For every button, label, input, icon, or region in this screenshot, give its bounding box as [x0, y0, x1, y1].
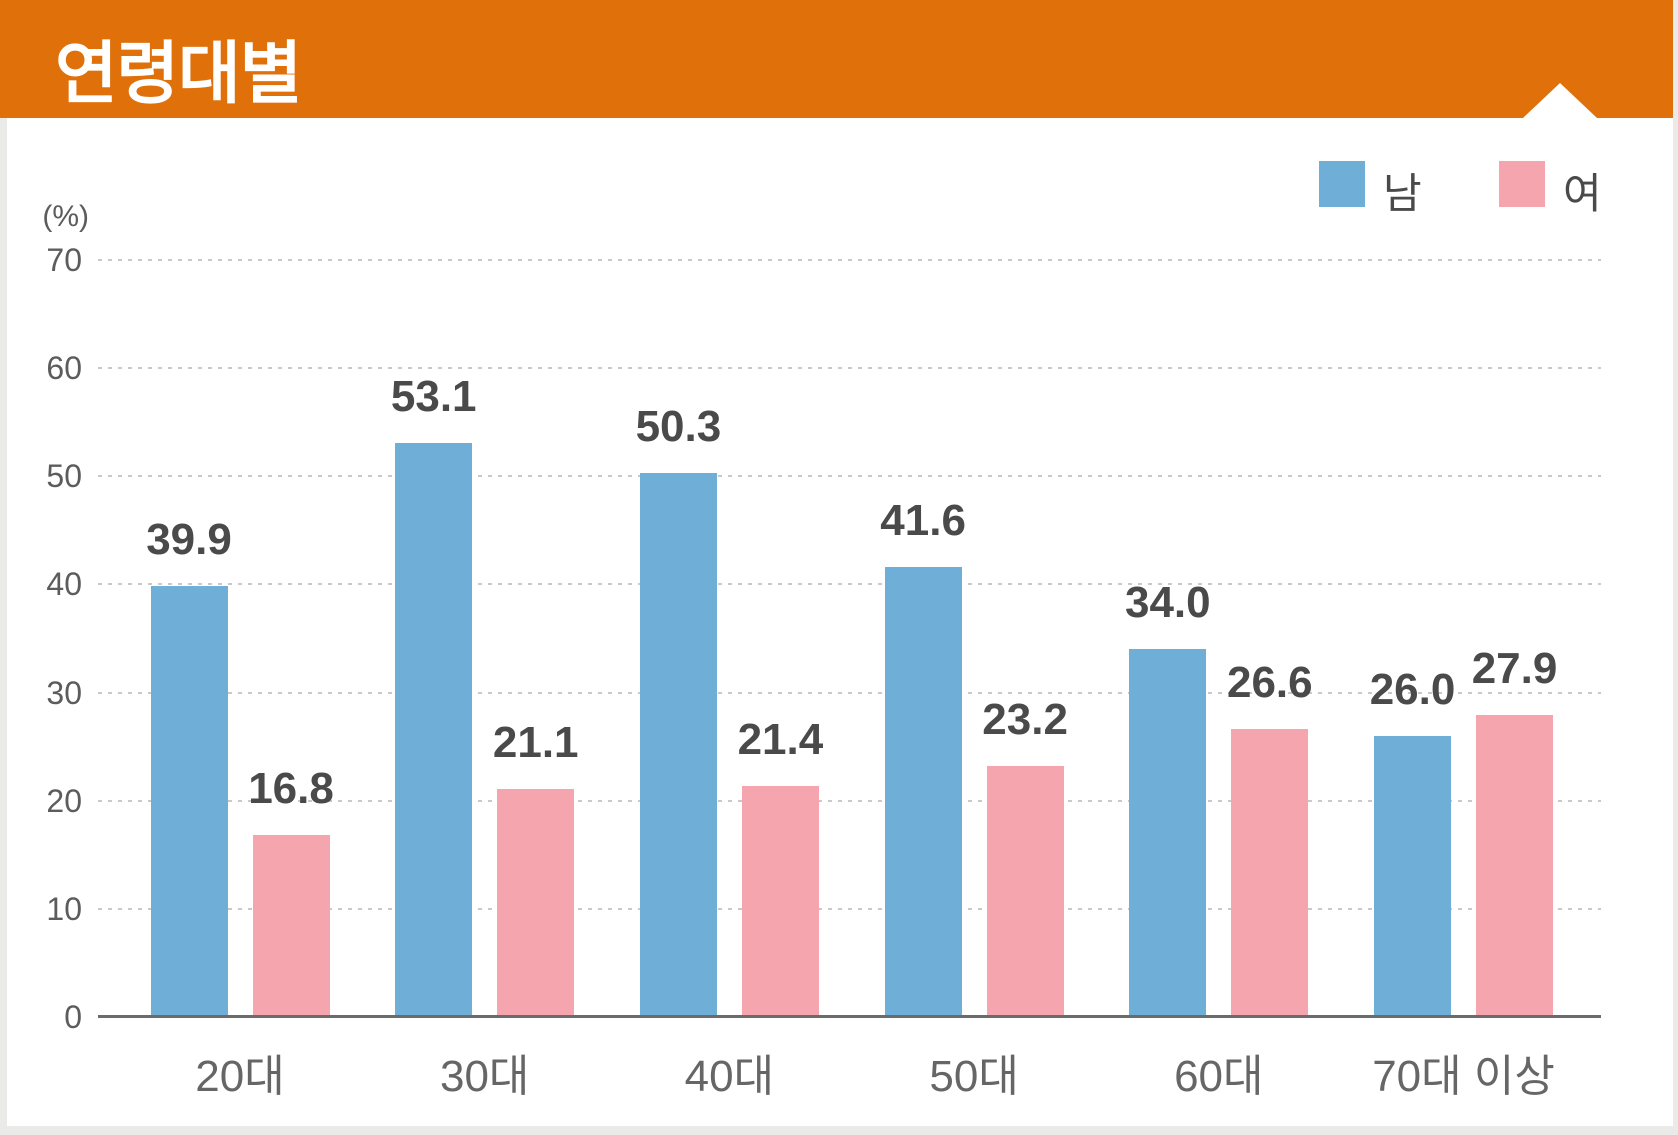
bar-남-30대	[395, 442, 473, 1017]
bar-wrap: 50.3	[636, 260, 721, 1017]
chart-card: 남 여 (%) 39.9 16.8 53.1 21.1 50.3 21.4 41.6 23.2…	[7, 118, 1673, 1126]
bar-group-1: 39.9 16.8	[146, 260, 334, 1017]
x-category-label-6: 70대 이상	[1372, 1052, 1555, 1101]
gridline-40	[98, 583, 1601, 586]
bar-여-60대	[1231, 729, 1309, 1017]
bar-wrap: 21.1	[493, 260, 579, 1017]
value-label-남-40대: 50.3	[635, 402, 722, 452]
legend-swatch-female	[1499, 161, 1545, 207]
bar-여-20대	[252, 835, 330, 1017]
bar-group-2: 53.1 21.1	[391, 260, 579, 1017]
y-tick-label-0: 0	[64, 999, 82, 1035]
value-label-남-50대: 41.6	[880, 496, 966, 546]
bar-wrap: 26.0	[1370, 260, 1455, 1017]
x-category-label-1: 20대	[195, 1052, 285, 1101]
x-category-label-2: 30대	[439, 1052, 530, 1101]
x-axis-line	[98, 1015, 1601, 1018]
value-label-여-30대: 21.1	[492, 717, 579, 767]
bar-wrap: 41.6	[880, 260, 966, 1017]
chart-title: 연령대별	[55, 36, 302, 112]
bar-wrap: 23.2	[982, 260, 1068, 1017]
value-label-여-60대: 26.6	[1226, 658, 1313, 708]
header-bar: 연령대별	[0, 0, 1673, 118]
bar-wrap: 27.9	[1472, 260, 1557, 1017]
bar-여-40대	[741, 785, 819, 1017]
x-category-label-3: 40대	[684, 1052, 775, 1101]
y-tick-label-30: 30	[46, 674, 82, 711]
legend-label-male: 남	[1383, 170, 1422, 217]
bar-남-60대	[1129, 649, 1207, 1017]
bar-남-50대	[884, 567, 962, 1017]
value-label-남-30대: 53.1	[390, 371, 477, 421]
gridline-20	[98, 799, 1601, 802]
value-label-여-20대: 16.8	[248, 764, 334, 814]
bar-wrap: 53.1	[391, 260, 477, 1017]
y-tick-label-40: 40	[46, 566, 82, 603]
bar-여-70대 이상	[1476, 715, 1553, 1017]
bar-여-50대	[986, 766, 1064, 1017]
bar-여-30대	[497, 788, 575, 1017]
plot-area: 39.9 16.8 53.1 21.1 50.3 21.4 41.6 23.2 34.0 26.6…	[98, 259, 1601, 1017]
bar-group-3: 50.3 21.4	[636, 260, 823, 1017]
bar-남-20대	[150, 585, 228, 1017]
bar-wrap: 26.6	[1227, 260, 1313, 1017]
y-tick-label-60: 60	[46, 350, 82, 387]
value-label-여-50대: 23.2	[982, 695, 1068, 745]
gridline-70	[98, 259, 1601, 261]
y-tick-label-10: 10	[46, 890, 82, 927]
y-tick-label-50: 50	[46, 458, 82, 495]
bar-wrap: 39.9	[146, 260, 232, 1017]
bar-group-4: 41.6 23.2	[880, 260, 1068, 1017]
x-category-label-5: 60대	[1174, 1052, 1264, 1101]
y-tick-label-70: 70	[46, 242, 82, 278]
bar-남-70대 이상	[1374, 735, 1451, 1017]
header-notch-triangle	[1523, 83, 1597, 118]
legend-label-female: 여	[1563, 170, 1602, 217]
bar-group-6: 26.0 27.9	[1370, 260, 1557, 1017]
gridline-60	[98, 367, 1601, 370]
value-label-여-40대: 21.4	[737, 714, 824, 764]
value-label-여-70대 이상: 27.9	[1471, 644, 1558, 694]
bar-남-40대	[639, 473, 717, 1017]
value-label-남-60대: 34.0	[1124, 578, 1211, 628]
gridline-10	[98, 907, 1601, 910]
bar-wrap: 21.4	[738, 260, 823, 1017]
legend-swatch-male	[1319, 161, 1365, 207]
bar-wrap: 34.0	[1125, 260, 1211, 1017]
y-tick-label-20: 20	[46, 782, 82, 819]
value-label-남-20대: 39.9	[146, 514, 232, 564]
x-category-label-4: 50대	[929, 1052, 1019, 1101]
value-label-남-70대 이상: 26.0	[1369, 664, 1456, 714]
gridline-50	[98, 475, 1601, 478]
bar-group-5: 34.0 26.6	[1125, 260, 1313, 1017]
y-axis-unit-label: (%)	[42, 200, 89, 233]
gridline-30	[98, 691, 1601, 694]
bar-wrap: 16.8	[248, 260, 334, 1017]
